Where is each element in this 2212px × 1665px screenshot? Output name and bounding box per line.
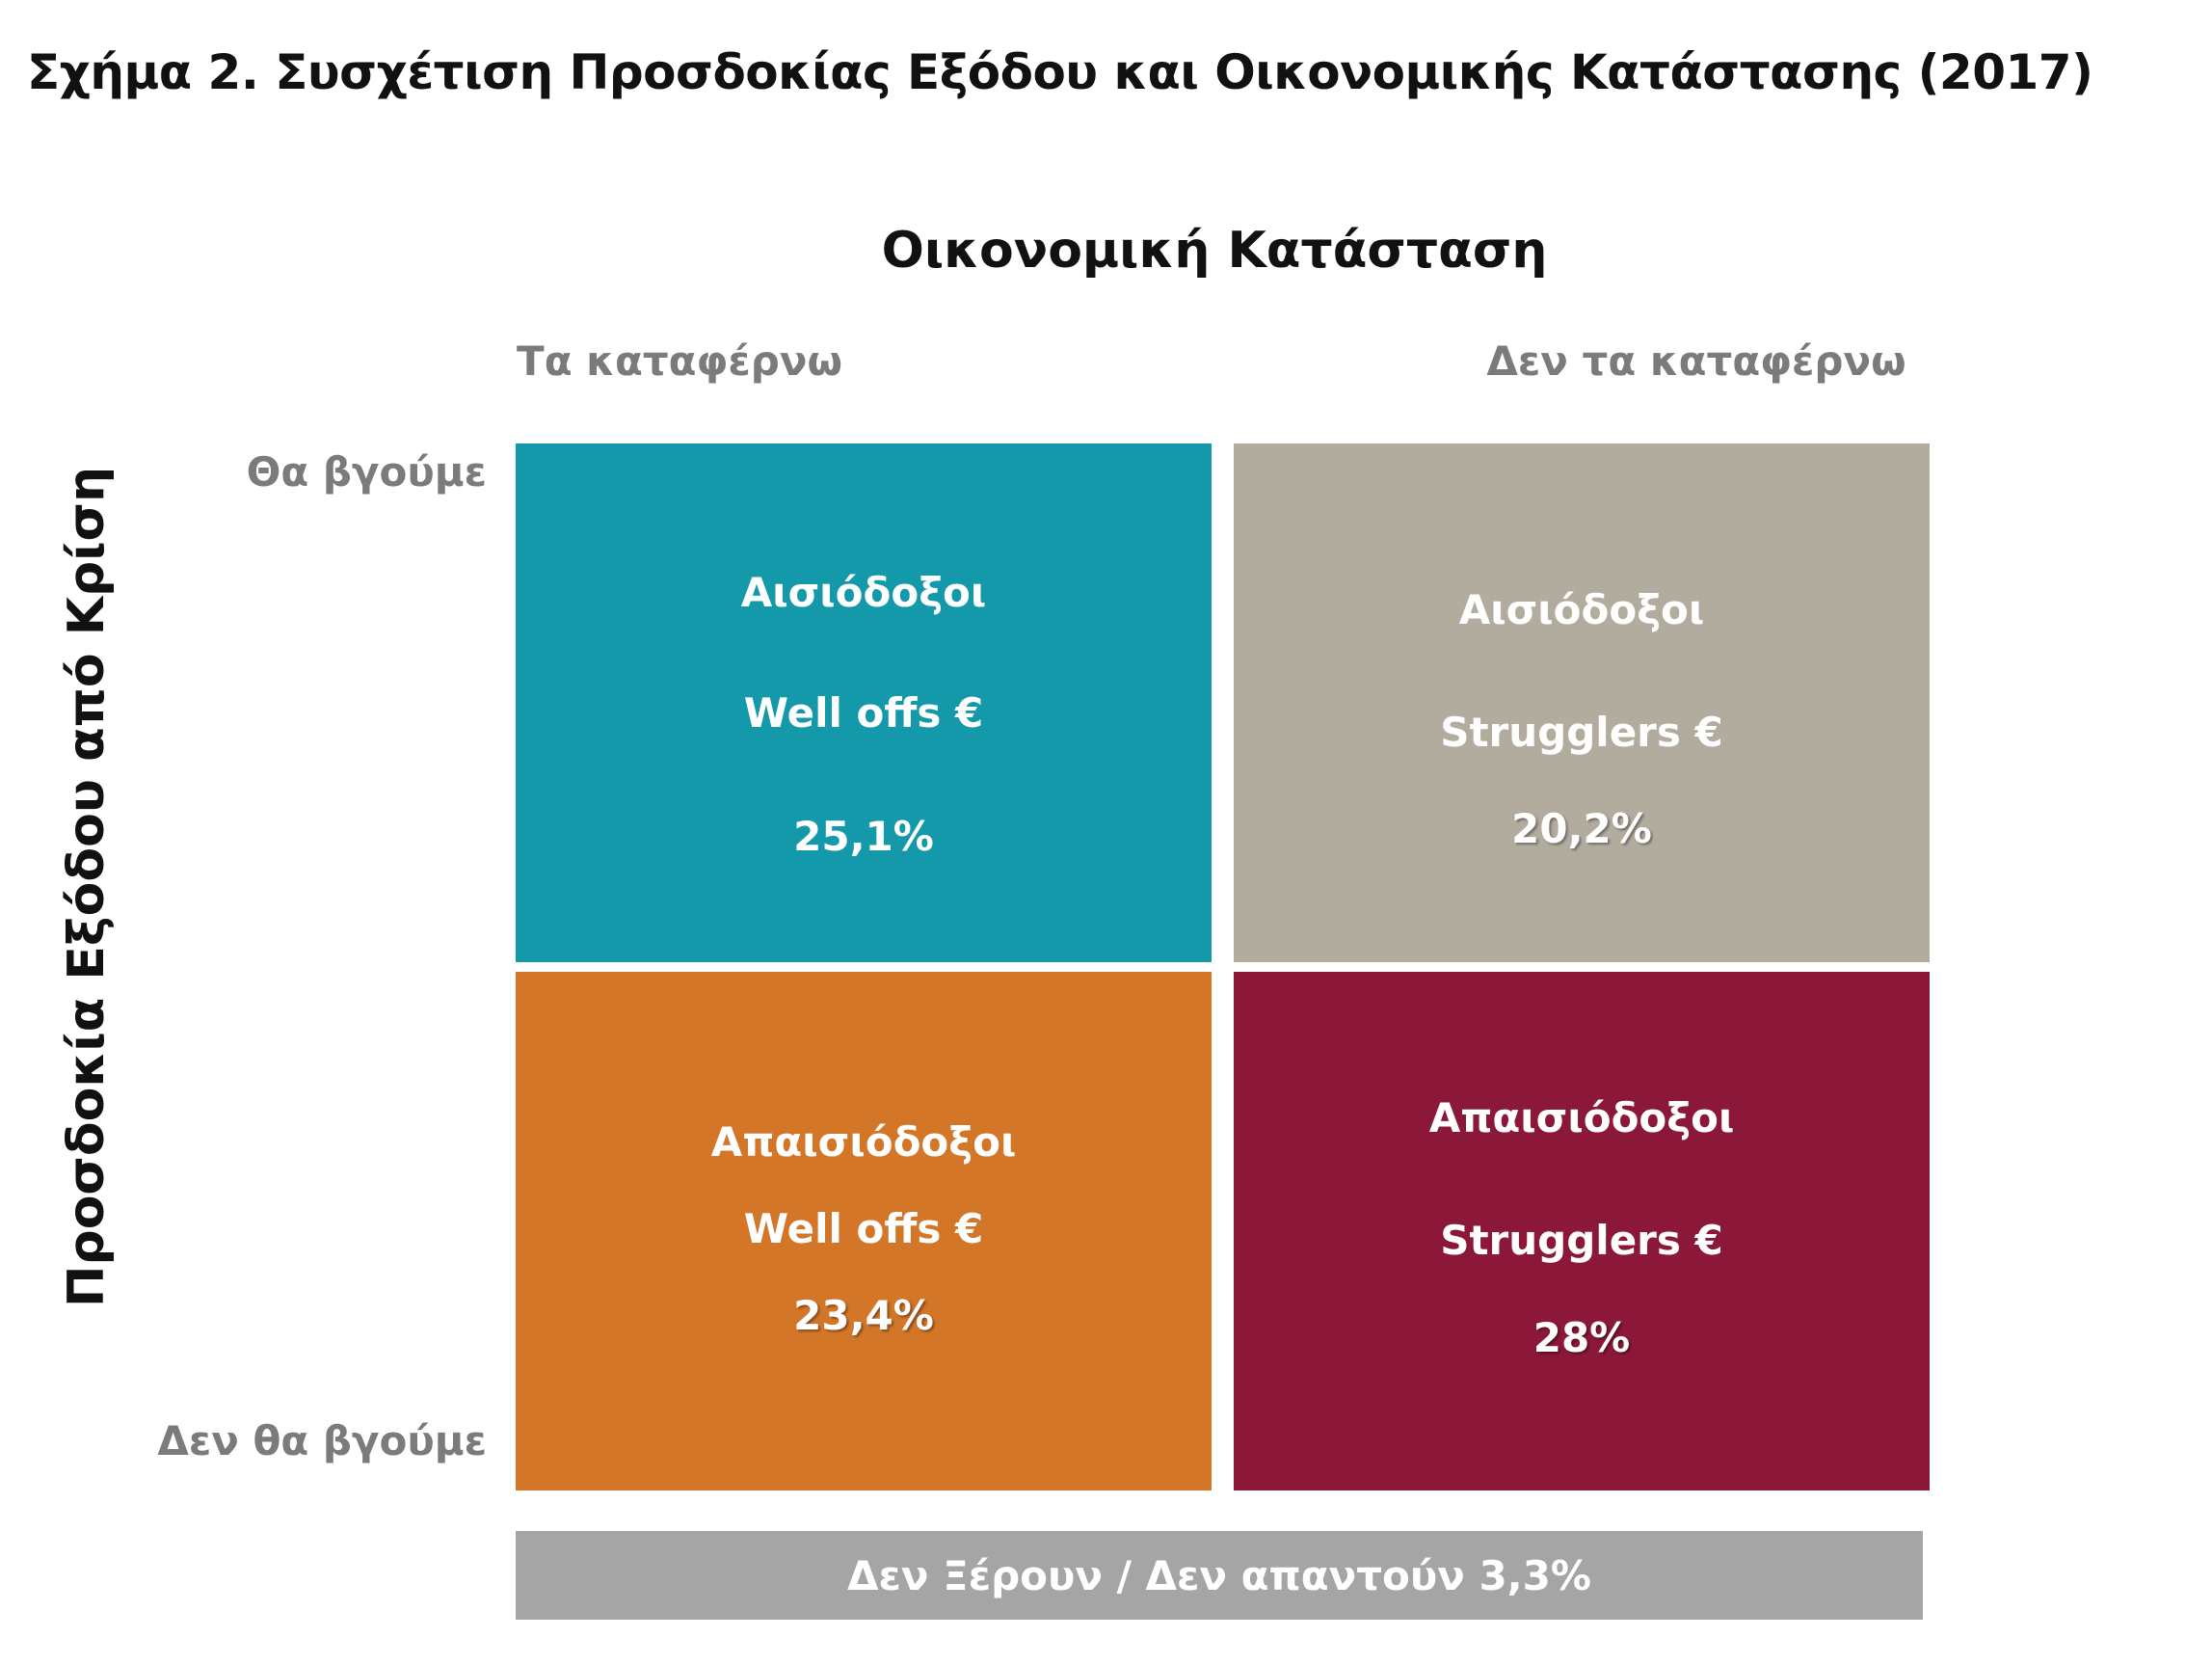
y-axis-title: Προσδοκία Εξόδου από Κρίση bbox=[58, 466, 116, 1308]
row-label-will-not-exit: Δεν θα βγούμε bbox=[157, 1417, 487, 1464]
column-label-not-manage: Δεν τα καταφέρνω bbox=[1486, 337, 1906, 385]
quadrant-segment-label: Strugglers € bbox=[1440, 709, 1723, 756]
quadrant-percentage: 28% bbox=[1532, 1314, 1631, 1361]
quadrant-percentage: 23,4% bbox=[793, 1292, 934, 1339]
row-label-will-exit: Θα βγούμε bbox=[246, 448, 487, 496]
quadrant-group-label: Απαισιόδοξοι bbox=[1428, 1094, 1735, 1141]
dont-know-no-answer-label: Δεν Ξέρουν / Δεν απαντούν 3,3% bbox=[847, 1551, 1591, 1599]
quadrant-group-label: Αισιόδοξοι bbox=[1458, 586, 1705, 633]
quadrant-percentage: 25,1% bbox=[793, 813, 934, 860]
quadrant-segment-label: Well offs € bbox=[743, 689, 984, 737]
x-axis-title: Οικονομική Κατάσταση bbox=[881, 222, 1548, 280]
column-label-manage: Τα καταφέρνω bbox=[517, 337, 842, 385]
quadrant-segment-label: Well offs € bbox=[743, 1205, 984, 1252]
quadrant-optimists-strugglers: Αισιόδοξοι Strugglers € 20,2% bbox=[1234, 443, 1930, 962]
quadrant-optimists-well-offs: Αισιόδοξοι Well offs € 25,1% bbox=[516, 443, 1212, 962]
figure-title: Σχήμα 2. Συσχέτιση Προσδοκίας Εξόδου και… bbox=[27, 44, 2093, 100]
quadrant-pessimists-well-offs: Απαισιόδοξοι Well offs € 23,4% bbox=[516, 972, 1212, 1490]
dont-know-no-answer-bar: Δεν Ξέρουν / Δεν απαντούν 3,3% bbox=[516, 1531, 1923, 1620]
quadrant-segment-label: Strugglers € bbox=[1440, 1217, 1723, 1264]
quadrant-pessimists-strugglers: Απαισιόδοξοι Strugglers € 28% bbox=[1234, 972, 1930, 1490]
quadrant-group-label: Αισιόδοξοι bbox=[740, 569, 987, 616]
quadrant-group-label: Απαισιόδοξοι bbox=[710, 1118, 1017, 1166]
quadrant-percentage: 20,2% bbox=[1511, 805, 1652, 852]
